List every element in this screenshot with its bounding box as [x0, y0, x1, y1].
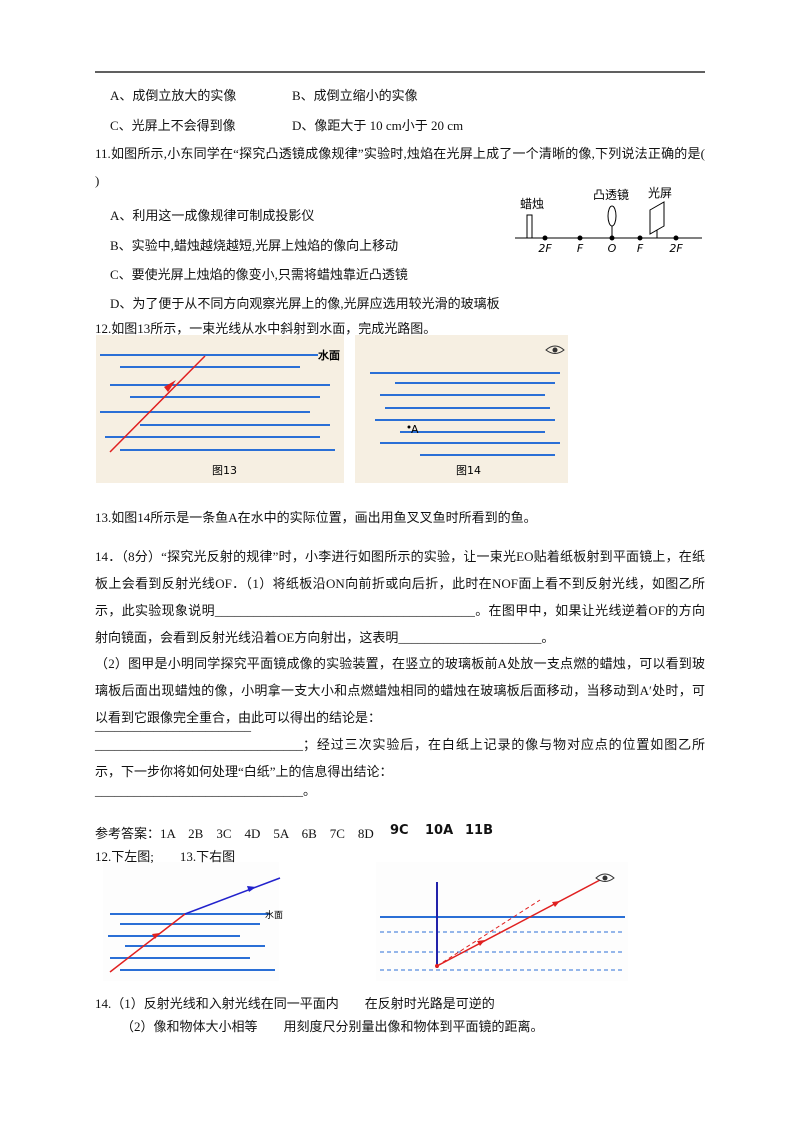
option: B、实验中,蜡烛越烧越短,光屏上烛焰的像向上移动: [110, 238, 399, 253]
option: C、光屏上不会得到像: [110, 118, 236, 133]
option: C、要使光屏上烛焰的像变小,只需将蜡烛靠近凸透镜: [110, 267, 408, 282]
answer-figure-right: [376, 862, 628, 981]
option: D、为了便于从不同方向观察光屏上的像,光屏应选用较光滑的玻璃板: [110, 296, 500, 311]
axis-label: 2F: [538, 242, 552, 255]
answer-line: 参考答案：1A 2B 3C 4D 5A 6B 7C 8D: [95, 826, 374, 841]
question-stem: ________________________________；经过三次实验后…: [95, 737, 705, 779]
figure-label: A: [411, 423, 419, 436]
axis-label: F: [577, 242, 584, 255]
option: B、成倒立缩小的实像: [292, 88, 418, 103]
figure-13: [96, 335, 344, 483]
answer-line: （2）像和物体大小相等 用刻度尺分别量出像和物体到平面镜的距离。: [121, 1019, 544, 1034]
answer: 11B: [465, 823, 493, 838]
axis-label: F: [637, 242, 644, 255]
option: D、像距大于 10 cm小于 20 cm: [292, 118, 464, 133]
figure-label: 凸透镜: [593, 187, 629, 202]
answer-line: 14.（1）反射光线和入射光线在同一平面内 在反射时光路是可逆的: [95, 996, 495, 1011]
lens-figure: [515, 201, 702, 241]
figure-caption: 图14: [456, 464, 481, 477]
figure-14: [355, 335, 568, 483]
axis-label: O: [608, 242, 617, 255]
option: A、成倒立放大的实像: [110, 88, 237, 103]
question-stem: 12.如图13所示，一束光线从水中斜射到水面，完成光路图。: [95, 321, 437, 336]
figure-caption: 图13: [212, 464, 237, 477]
option: A、利用这一成像规律可制成投影仪: [110, 208, 315, 223]
answer: 10A: [425, 823, 454, 838]
axis-label: 2F: [669, 242, 683, 255]
question-stem: 13.如图14所示是一条鱼A在水中的实际位置，画出用鱼叉叉鱼时所看到的鱼。: [95, 510, 537, 525]
question-stem: 14．（8分）“探究光反射的规律”时，小李进行如图所示的实验，让一束光EO贴着纸…: [95, 549, 705, 645]
figure-label: 水面: [265, 909, 283, 921]
blank: ________________________: [95, 718, 251, 733]
question-stem: 11.如图所示,小东同学在“探究凸透镜成像规律”实验时,烛焰在光屏上成了一个清晰…: [95, 146, 732, 188]
figure-label: 蜡烛: [520, 197, 544, 211]
answer-line: 12.下左图; 13.下右图: [95, 849, 236, 864]
blank: ________________________________。: [95, 783, 317, 798]
answer-figure-left: [103, 862, 281, 981]
figure-label: 光屏: [648, 186, 672, 200]
question-stem: （2）图甲是小明同学探究平面镜成像的实验装置，在竖立的玻璃板前A处放一支点燃的蜡…: [95, 656, 705, 725]
figure-label: 水面: [318, 348, 340, 362]
answer: 9C: [390, 823, 409, 838]
